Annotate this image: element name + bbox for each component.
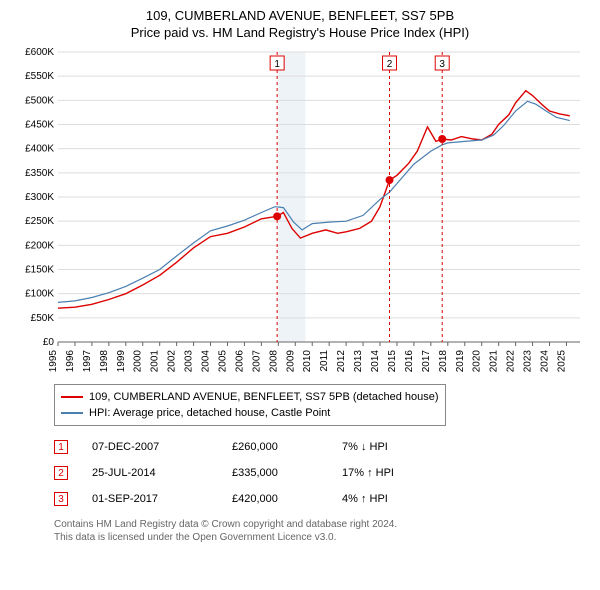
- svg-text:£400K: £400K: [25, 144, 54, 155]
- svg-text:2022: 2022: [506, 350, 517, 373]
- legend-label: HPI: Average price, detached house, Cast…: [89, 407, 330, 419]
- svg-text:2004: 2004: [201, 350, 212, 373]
- svg-text:1996: 1996: [65, 350, 76, 373]
- svg-text:2006: 2006: [234, 350, 245, 373]
- svg-text:2: 2: [387, 59, 393, 70]
- event-row: 3 01-SEP-2017£420,0004% ↑ HPI: [54, 486, 590, 512]
- title-block: 109, CUMBERLAND AVENUE, BENFLEET, SS7 5P…: [10, 8, 590, 40]
- svg-text:£50K: £50K: [31, 313, 55, 324]
- svg-text:2015: 2015: [387, 350, 398, 373]
- svg-text:2012: 2012: [336, 350, 347, 373]
- svg-text:2025: 2025: [556, 350, 567, 373]
- svg-text:3: 3: [439, 59, 445, 70]
- svg-text:2013: 2013: [353, 350, 364, 373]
- title-address: 109, CUMBERLAND AVENUE, BENFLEET, SS7 5P…: [10, 8, 590, 23]
- svg-text:2017: 2017: [421, 350, 432, 373]
- svg-text:2020: 2020: [472, 350, 483, 373]
- event-delta: 17% ↑ HPI: [342, 467, 462, 479]
- legend-swatch: [61, 412, 83, 414]
- svg-text:2018: 2018: [438, 350, 449, 373]
- svg-text:2024: 2024: [539, 350, 550, 373]
- svg-text:2007: 2007: [251, 350, 262, 373]
- event-price: £420,000: [232, 493, 342, 505]
- legend-swatch: [61, 396, 83, 398]
- svg-text:2016: 2016: [404, 350, 415, 373]
- legend-row: 109, CUMBERLAND AVENUE, BENFLEET, SS7 5P…: [61, 389, 439, 405]
- svg-text:£450K: £450K: [25, 120, 54, 131]
- svg-text:2008: 2008: [268, 350, 279, 373]
- event-date: 07-DEC-2007: [92, 441, 232, 453]
- svg-text:2019: 2019: [455, 350, 466, 373]
- legend: 109, CUMBERLAND AVENUE, BENFLEET, SS7 5P…: [54, 384, 446, 426]
- legend-label: 109, CUMBERLAND AVENUE, BENFLEET, SS7 5P…: [89, 391, 439, 403]
- event-marker-box: 2: [54, 466, 68, 480]
- event-delta: 4% ↑ HPI: [342, 493, 462, 505]
- event-price: £335,000: [232, 467, 342, 479]
- svg-text:2002: 2002: [167, 350, 178, 373]
- event-price: £260,000: [232, 441, 342, 453]
- svg-text:£350K: £350K: [25, 168, 54, 179]
- svg-text:2014: 2014: [370, 350, 381, 373]
- event-row: 1 07-DEC-2007£260,0007% ↓ HPI: [54, 434, 590, 460]
- svg-text:2023: 2023: [523, 350, 534, 373]
- footer-line2: This data is licensed under the Open Gov…: [54, 531, 590, 544]
- event-marker-box: 3: [54, 492, 68, 506]
- svg-text:£100K: £100K: [25, 289, 54, 300]
- event-date: 01-SEP-2017: [92, 493, 232, 505]
- svg-text:£200K: £200K: [25, 240, 54, 251]
- event-marker-box: 1: [54, 440, 68, 454]
- svg-text:2010: 2010: [302, 350, 313, 373]
- svg-text:£600K: £600K: [25, 47, 54, 58]
- svg-text:£0: £0: [43, 337, 55, 348]
- svg-text:1999: 1999: [116, 350, 127, 373]
- chart-area: £0 £50K £100K £150K £200K £250K £300K £350K £400…: [10, 46, 590, 376]
- svg-text:2011: 2011: [319, 350, 330, 372]
- footer-line1: Contains HM Land Registry data © Crown c…: [54, 518, 590, 531]
- footer-attribution: Contains HM Land Registry data © Crown c…: [54, 518, 590, 544]
- svg-text:2009: 2009: [285, 350, 296, 373]
- svg-text:1: 1: [274, 59, 280, 70]
- legend-row: HPI: Average price, detached house, Cast…: [61, 405, 439, 421]
- event-row: 2 25-JUL-2014£335,00017% ↑ HPI: [54, 460, 590, 486]
- svg-text:£500K: £500K: [25, 95, 54, 106]
- svg-text:2003: 2003: [184, 350, 195, 373]
- svg-text:1998: 1998: [99, 350, 110, 373]
- svg-text:2001: 2001: [150, 350, 161, 373]
- event-delta: 7% ↓ HPI: [342, 441, 462, 453]
- svg-text:£250K: £250K: [25, 216, 54, 227]
- chart-container: 109, CUMBERLAND AVENUE, BENFLEET, SS7 5P…: [0, 0, 600, 550]
- svg-text:£150K: £150K: [25, 265, 54, 276]
- svg-text:1997: 1997: [82, 350, 93, 373]
- events-table: 1 07-DEC-2007£260,0007% ↓ HPI 2 25-JUL-2014…: [54, 434, 590, 512]
- svg-text:2005: 2005: [217, 350, 228, 373]
- svg-text:2000: 2000: [133, 350, 144, 373]
- title-subtitle: Price paid vs. HM Land Registry's House …: [10, 25, 590, 40]
- event-date: 25-JUL-2014: [92, 467, 232, 479]
- svg-text:£550K: £550K: [25, 71, 54, 82]
- svg-text:£300K: £300K: [25, 192, 54, 203]
- line-chart-svg: £0 £50K £100K £150K £200K £250K £300K £350K £400…: [10, 46, 590, 376]
- svg-text:2021: 2021: [489, 350, 500, 373]
- svg-text:1995: 1995: [48, 350, 59, 373]
